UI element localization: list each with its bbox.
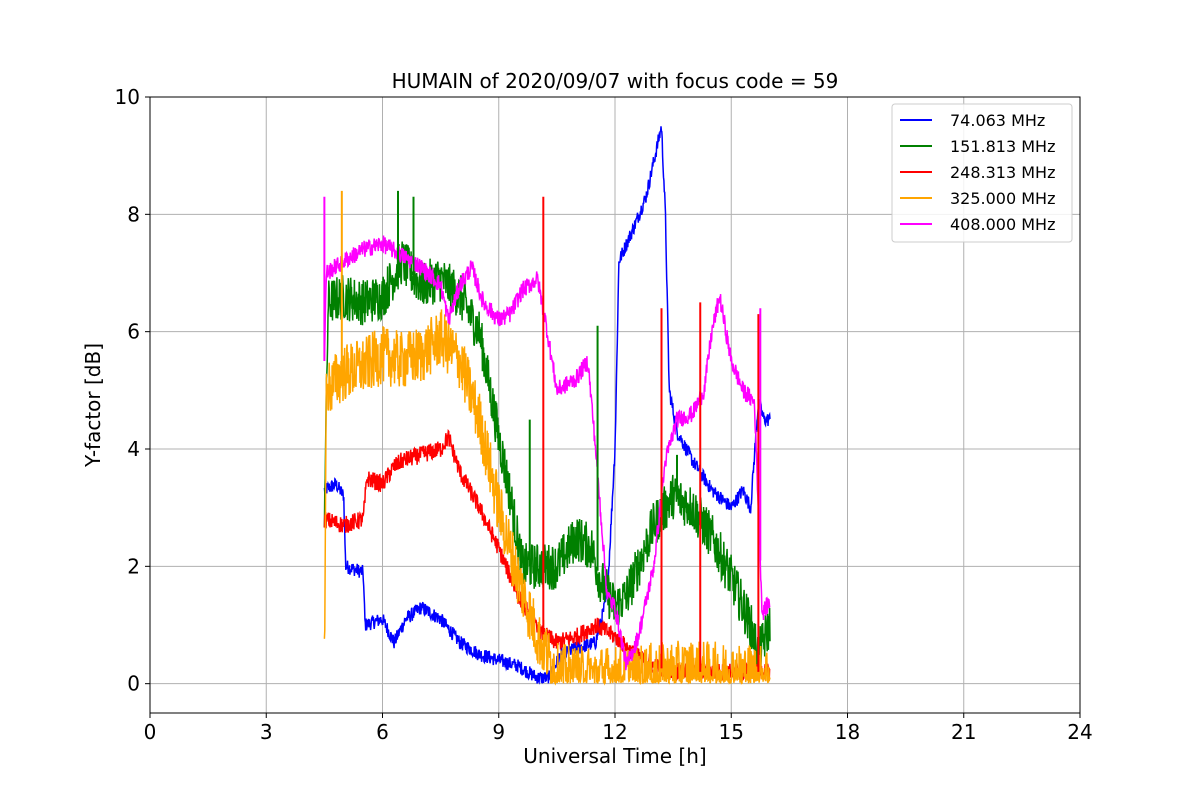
y-tick-label: 0 xyxy=(127,672,140,696)
x-tick-label: 24 xyxy=(1067,720,1092,744)
x-tick-label: 0 xyxy=(144,720,157,744)
x-tick-label: 12 xyxy=(602,720,627,744)
legend-label: 74.063 MHz xyxy=(950,111,1045,130)
x-tick-label: 6 xyxy=(376,720,389,744)
legend-box xyxy=(891,103,1073,243)
x-axis-label: Universal Time [h] xyxy=(523,744,706,768)
legend-label: 408.000 MHz xyxy=(950,215,1055,234)
y-tick-label: 6 xyxy=(127,320,140,344)
x-tick-label: 9 xyxy=(492,720,505,744)
x-tick-label: 3 xyxy=(260,720,273,744)
chart-title: HUMAIN of 2020/09/07 with focus code = 5… xyxy=(392,69,839,93)
legend: 74.063 MHz 151.813 MHz 248.313 MHz 325.000 … xyxy=(891,103,1073,243)
series-layer xyxy=(323,126,771,686)
x-tick-label: 21 xyxy=(951,720,976,744)
legend-label: 248.313 MHz xyxy=(950,163,1055,182)
series-line xyxy=(323,126,771,685)
y-tick-label: 2 xyxy=(127,554,140,578)
y-axis: 0 2 4 6 8 10 xyxy=(115,85,150,696)
legend-label: 325.000 MHz xyxy=(950,189,1055,208)
y-tick-label: 10 xyxy=(115,85,140,109)
x-tick-label: 15 xyxy=(719,720,744,744)
y-tick-label: 4 xyxy=(127,437,140,461)
legend-label: 151.813 MHz xyxy=(950,137,1055,156)
x-axis: 0 3 6 9 12 15 18 21 24 xyxy=(144,713,1093,744)
y-tick-label: 8 xyxy=(127,202,140,226)
y-axis-label: Y-factor [dB] xyxy=(81,343,105,468)
series-line xyxy=(323,309,771,686)
x-tick-label: 18 xyxy=(835,720,860,744)
